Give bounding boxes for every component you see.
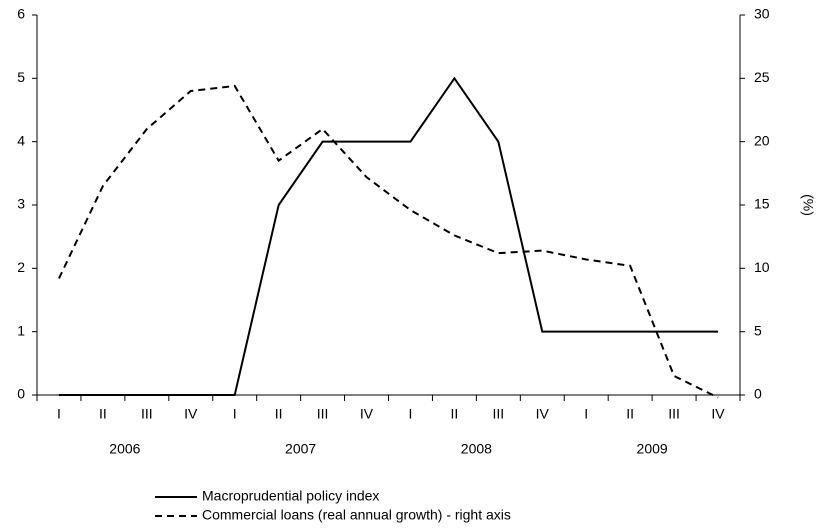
legend-label: Macroprudential policy index xyxy=(202,488,379,504)
year-label: 2007 xyxy=(285,441,316,457)
y2-tick-label: 20 xyxy=(754,132,770,148)
x-tick-label: IV xyxy=(184,406,198,422)
x-tick-label: I xyxy=(233,406,237,422)
legend-label: Commercial loans (real annual growth) - … xyxy=(202,507,511,523)
x-tick-label: III xyxy=(317,406,329,422)
y-tick-label: 3 xyxy=(17,196,25,212)
y-tick-label: 1 xyxy=(17,322,25,338)
x-tick-label: III xyxy=(141,406,153,422)
y-tick-label: 2 xyxy=(17,259,25,275)
y-tick-label: 4 xyxy=(17,132,25,148)
y-tick-label: 0 xyxy=(17,386,25,402)
y2-tick-label: 25 xyxy=(754,69,770,85)
y2-tick-label: 15 xyxy=(754,196,770,212)
x-tick-label: I xyxy=(584,406,588,422)
x-tick-label: I xyxy=(409,406,413,422)
x-tick-label: IV xyxy=(711,406,725,422)
x-tick-label: III xyxy=(493,406,505,422)
y-tick-label: 6 xyxy=(17,6,25,22)
year-label: 2008 xyxy=(461,441,492,457)
x-tick-label: II xyxy=(99,406,107,422)
year-label: 2006 xyxy=(109,441,140,457)
y2-tick-label: 30 xyxy=(754,6,770,22)
x-tick-label: II xyxy=(451,406,459,422)
y2-axis-label: (%) xyxy=(800,194,816,216)
series-line xyxy=(58,84,719,399)
x-tick-label: I xyxy=(57,406,61,422)
x-tick-label: IV xyxy=(536,406,550,422)
y2-tick-label: 10 xyxy=(754,259,770,275)
x-tick-label: II xyxy=(275,406,283,422)
y2-tick-label: 5 xyxy=(754,322,762,338)
year-label: 2009 xyxy=(637,441,668,457)
series-line xyxy=(58,76,719,396)
x-tick-label: III xyxy=(668,406,680,422)
x-tick-label: II xyxy=(626,406,634,422)
y-tick-label: 5 xyxy=(17,69,25,85)
x-tick-label: IV xyxy=(360,406,374,422)
y2-tick-label: 0 xyxy=(754,386,762,402)
